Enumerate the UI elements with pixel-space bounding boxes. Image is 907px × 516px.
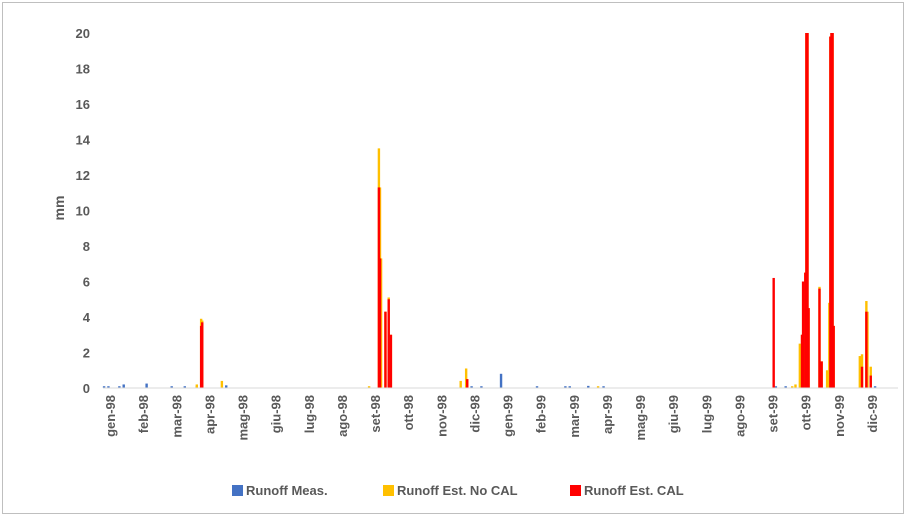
bar-runoff-est-no-cal	[859, 356, 861, 388]
x-tick-label: set-99	[766, 395, 781, 433]
y-tick-label: 14	[76, 133, 91, 148]
x-tick-label: set-98	[368, 395, 383, 433]
x-tick-label: dic-99	[865, 395, 880, 433]
y-axis-label: mm	[51, 196, 67, 221]
bar-runoff-est-cal	[861, 367, 863, 388]
legend-label-runoff-meas: Runoff Meas.	[246, 483, 328, 498]
y-tick-label: 20	[76, 26, 90, 41]
x-tick-label: ago-99	[732, 395, 747, 437]
x-tick-label: feb-99	[534, 395, 549, 433]
bar-runoff-est-cal	[390, 335, 392, 388]
y-axis-ticks: 0 2 4 6 8 10 12 14 16 18 20	[76, 26, 91, 396]
bar-runoff-est-cal	[820, 361, 822, 388]
bar-runoff-est-cal	[807, 308, 809, 388]
y-tick-label: 16	[76, 97, 90, 112]
bar-runoff-est-cal	[802, 282, 804, 389]
bar-runoff-est-cal	[384, 312, 386, 388]
y-tick-label: 6	[83, 275, 90, 290]
bar-runoff-est-cal	[865, 312, 867, 388]
y-tick-label: 12	[76, 168, 90, 183]
x-tick-label: ott-98	[401, 395, 416, 430]
bar-runoff-est-no-cal	[460, 381, 462, 388]
bars-group	[103, 33, 876, 388]
bar-runoff-est-no-cal	[196, 384, 198, 388]
y-tick-label: 0	[83, 381, 90, 396]
x-tick-label: nov-99	[832, 395, 847, 437]
bar-runoff-est-cal	[832, 326, 834, 388]
x-tick-label: gen-98	[103, 395, 118, 437]
x-tick-label: feb-98	[136, 395, 151, 433]
legend-label-runoff-est-no-cal: Runoff Est. No CAL	[397, 483, 518, 498]
y-tick-label: 2	[83, 346, 90, 361]
bar-runoff-est-no-cal	[794, 384, 796, 388]
y-tick-label: 18	[76, 62, 90, 77]
bar-runoff-est-cal	[772, 278, 774, 388]
y-tick-label: 10	[76, 204, 90, 219]
x-tick-label: mar-98	[169, 395, 184, 438]
bar-runoff-meas	[500, 374, 502, 388]
legend-label-runoff-est-cal: Runoff Est. CAL	[584, 483, 684, 498]
x-tick-label: dic-98	[467, 395, 482, 433]
bar-runoff-est-no-cal	[799, 344, 801, 388]
bar-runoff-est-cal	[388, 299, 390, 388]
bar-runoff-est-cal	[870, 376, 872, 388]
legend: Runoff Meas. Runoff Est. No CAL Runoff E…	[232, 483, 684, 498]
x-tick-label: nov-98	[434, 395, 449, 437]
x-tick-label: apr-99	[600, 395, 615, 434]
x-axis-ticks: gen-98 feb-98 mar-98 apr-98 mag-98 giu-98 lug-…	[103, 395, 880, 441]
bar-runoff-est-cal	[379, 258, 381, 388]
legend-swatch-runoff-est-cal	[570, 485, 581, 496]
x-tick-label: ago-98	[335, 395, 350, 437]
bar-runoff-est-cal	[201, 322, 203, 388]
legend-swatch-runoff-meas	[232, 485, 243, 496]
x-tick-label: mar-99	[567, 395, 582, 438]
bar-runoff-meas	[123, 384, 125, 388]
bar-runoff-est-cal	[818, 289, 820, 388]
x-tick-label: giu-99	[666, 395, 681, 433]
x-tick-label: giu-98	[269, 395, 284, 433]
x-tick-label: gen-99	[501, 395, 516, 437]
legend-swatch-runoff-est-no-cal	[383, 485, 394, 496]
x-tick-label: lug-98	[302, 395, 317, 433]
x-tick-label: mag-99	[633, 395, 648, 441]
bar-runoff-est-no-cal	[826, 370, 828, 388]
x-tick-label: lug-99	[699, 395, 714, 433]
x-tick-label: ott-99	[799, 395, 814, 430]
bar-runoff-est-cal	[466, 379, 468, 388]
x-tick-label: apr-98	[202, 395, 217, 434]
y-tick-label: 4	[83, 310, 91, 325]
bar-runoff-meas	[145, 384, 147, 388]
bar-runoff-est-no-cal	[221, 381, 223, 388]
y-tick-label: 8	[83, 239, 90, 254]
x-tick-label: mag-98	[236, 395, 251, 441]
